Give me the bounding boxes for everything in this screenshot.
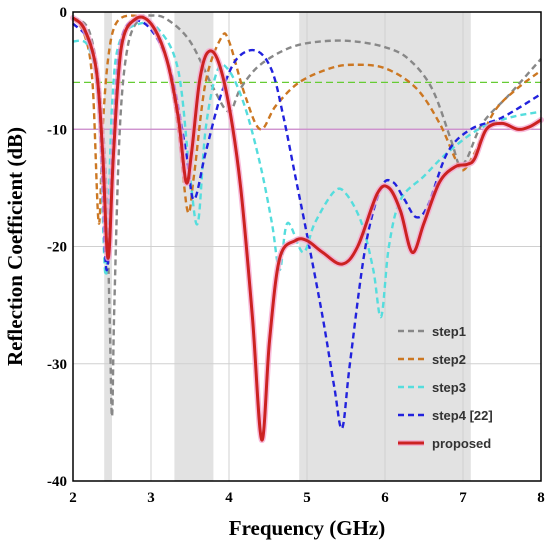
series-line-step2 — [72, 14, 542, 225]
x-tick-label-6: 8 — [537, 490, 545, 506]
legend-label-step4-22: step4 [22] — [432, 408, 493, 423]
legend-label-proposed: proposed — [432, 436, 491, 451]
series-line-step3 — [72, 21, 542, 319]
y-tick-label-4: -40 — [47, 474, 67, 490]
legend: step1 step2 step3 step4 [22] proposed — [398, 324, 493, 451]
x-tick-label-5: 7 — [459, 490, 467, 506]
legend-label-step1: step1 — [432, 324, 466, 339]
y-tick-label-3: -30 — [47, 357, 67, 373]
y-axis-title: Reflection Coefficient (dB) — [3, 127, 27, 366]
y-tick-label-2: -20 — [47, 240, 67, 256]
y-tick-label-1: -10 — [47, 122, 67, 138]
x-tick-label-4: 6 — [381, 490, 389, 506]
y-tick-label-0: 0 — [60, 5, 68, 21]
legend-label-step2: step2 — [432, 352, 466, 367]
tick-labels: 2 3 4 5 6 7 8 0 -10 -20 -30 -40 — [47, 5, 545, 506]
x-axis-title: Frequency (GHz) — [229, 516, 386, 540]
series-line-proposed — [71, 15, 542, 442]
x-tick-label-0: 2 — [69, 490, 77, 506]
plot-frame — [72, 11, 542, 482]
legend-label-step3: step3 — [432, 380, 466, 395]
x-tick-label-1: 3 — [147, 490, 155, 506]
reference-lines — [73, 81, 541, 130]
x-tick-label-2: 4 — [225, 490, 233, 506]
x-tick-label-3: 5 — [303, 490, 311, 506]
series-lines — [70, 14, 544, 443]
